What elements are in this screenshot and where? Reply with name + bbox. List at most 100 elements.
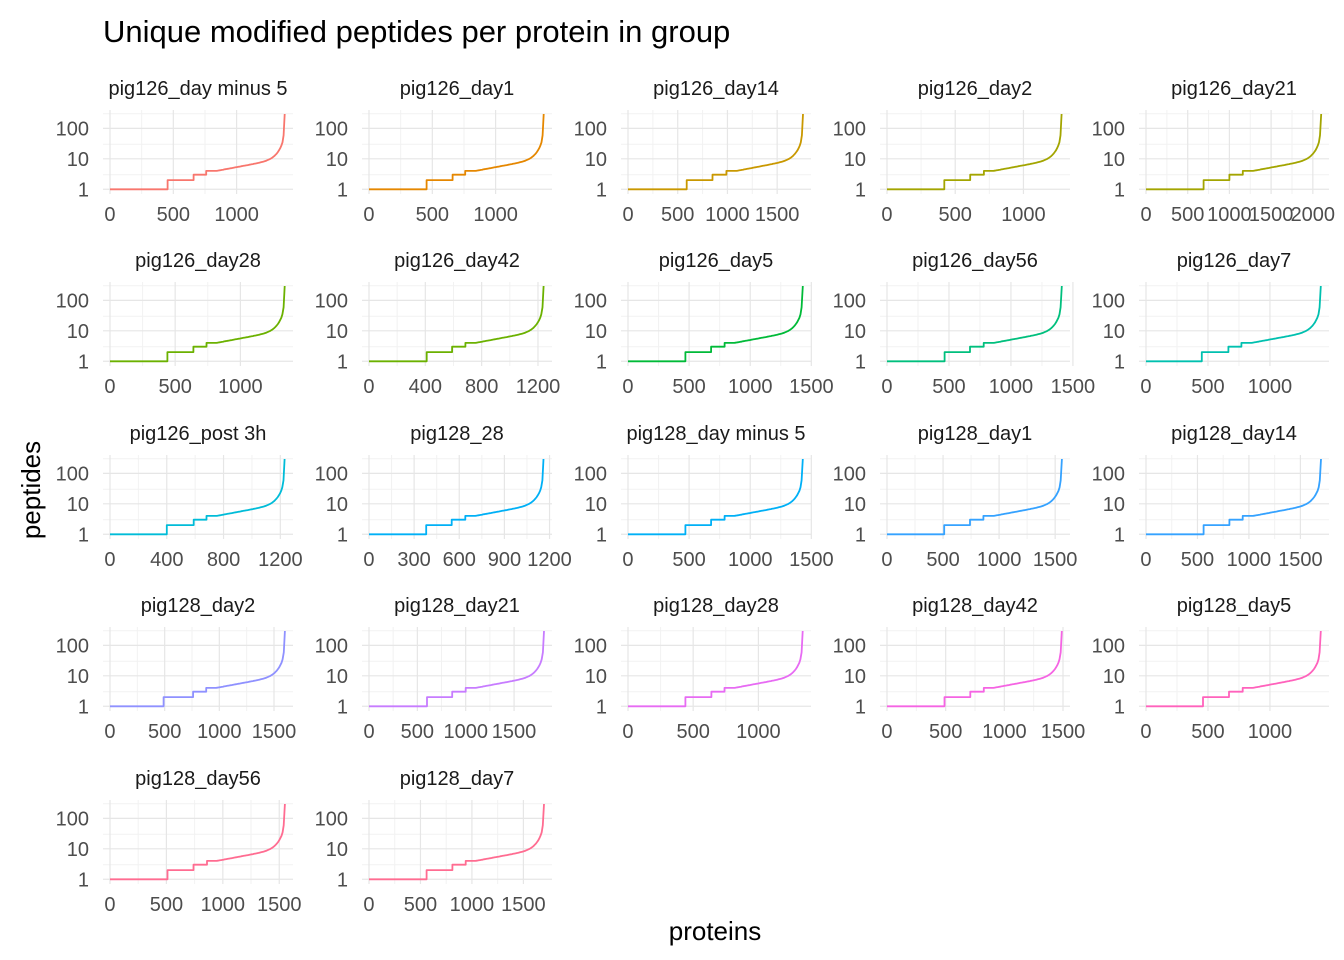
facet-strip-label: pig126_day28 [135,250,261,272]
y-tick-label: 1 [855,179,866,201]
y-tick-label: 100 [574,463,607,485]
x-tick-label: 500 [150,894,183,916]
y-tick-label: 100 [574,290,607,312]
x-tick-label: 1500 [789,376,834,398]
y-tick-label: 1 [337,179,348,201]
x-tick-label: 0 [881,721,892,743]
x-tick-label: 1500 [1249,204,1294,226]
y-tick-label: 1 [855,524,866,546]
facet-strip-label: pig128_day21 [394,595,520,617]
series-line [1146,458,1322,536]
facet-strip-label: pig128_28 [410,423,503,445]
y-tick-label: 10 [67,839,89,861]
facet-strip-label: pig128_day1 [918,423,1033,445]
y-tick-label: 10 [585,494,607,516]
y-tick-label: 1 [337,696,348,718]
series-line [110,630,286,708]
series-line [369,113,545,191]
x-tick-label: 0 [363,204,374,226]
x-tick-label: 1000 [728,549,773,571]
x-tick-label: 1000 [989,376,1034,398]
x-tick-label: 300 [397,549,430,571]
y-tick-label: 10 [67,494,89,516]
x-tick-label: 1000 [1248,721,1293,743]
series-line [369,803,545,881]
x-tick-label: 1200 [527,549,572,571]
y-tick-label: 1 [1114,696,1125,718]
y-tick-label: 100 [56,118,89,140]
y-tick-label: 10 [585,321,607,343]
x-tick-label: 1000 [728,376,773,398]
x-tick-label: 1000 [443,721,488,743]
x-tick-label: 500 [672,376,705,398]
y-tick-label: 10 [326,494,348,516]
x-tick-label: 1000 [977,549,1022,571]
series-line [110,113,286,191]
y-tick-label: 10 [844,666,866,688]
y-tick-label: 1 [337,869,348,891]
facet-strip-label: pig126_day21 [1171,78,1297,100]
x-tick-label: 1000 [450,894,495,916]
series-line [110,803,286,881]
y-tick-label: 1 [78,524,89,546]
y-tick-label: 1 [1114,179,1125,201]
y-tick-label: 10 [844,321,866,343]
series-line [628,285,804,363]
y-tick-label: 10 [67,666,89,688]
x-tick-label: 0 [622,376,633,398]
y-tick-label: 100 [574,635,607,657]
x-tick-label: 0 [622,721,633,743]
x-tick-label: 500 [676,721,709,743]
y-tick-label: 1 [337,351,348,373]
y-tick-label: 100 [56,808,89,830]
y-tick-label: 1 [78,351,89,373]
x-tick-label: 500 [148,721,181,743]
y-tick-label: 100 [1092,463,1125,485]
y-tick-label: 100 [315,463,348,485]
facet-strip-label: pig126_day42 [394,250,520,272]
facet-strip-label: pig126_day7 [1177,250,1292,272]
series-line [628,630,804,708]
x-tick-label: 0 [1140,204,1151,226]
y-tick-label: 1 [596,179,607,201]
y-tick-label: 1 [1114,351,1125,373]
y-tick-label: 100 [315,290,348,312]
x-tick-label: 400 [150,549,183,571]
y-tick-label: 1 [596,351,607,373]
y-tick-label: 100 [833,290,866,312]
facet-strip-label: pig126_day14 [653,78,779,100]
x-tick-label: 0 [104,721,115,743]
series-line [887,113,1063,191]
y-tick-label: 10 [844,494,866,516]
y-tick-label: 100 [1092,290,1125,312]
x-tick-label: 500 [1191,376,1224,398]
x-tick-label: 0 [1140,721,1151,743]
x-tick-label: 1500 [257,894,302,916]
facet-strip-label: pig128_day28 [653,595,779,617]
y-tick-label: 100 [315,118,348,140]
series-line [887,630,1063,708]
facet-strip-label: pig126_day1 [400,78,515,100]
x-tick-label: 1000 [473,204,518,226]
x-tick-label: 0 [881,549,892,571]
facet-strip-label: pig126_day minus 5 [108,78,287,100]
facet-strip-label: pig128_day7 [400,768,515,790]
series-line [628,113,804,191]
x-tick-label: 500 [1191,721,1224,743]
facet-strip-label: pig128_day minus 5 [626,423,805,445]
series-line [110,285,286,363]
facet-strip-label: pig128_day42 [912,595,1038,617]
y-tick-label: 100 [1092,635,1125,657]
y-tick-label: 100 [574,118,607,140]
y-tick-label: 1 [855,351,866,373]
x-tick-label: 1000 [982,721,1027,743]
y-tick-label: 1 [855,696,866,718]
